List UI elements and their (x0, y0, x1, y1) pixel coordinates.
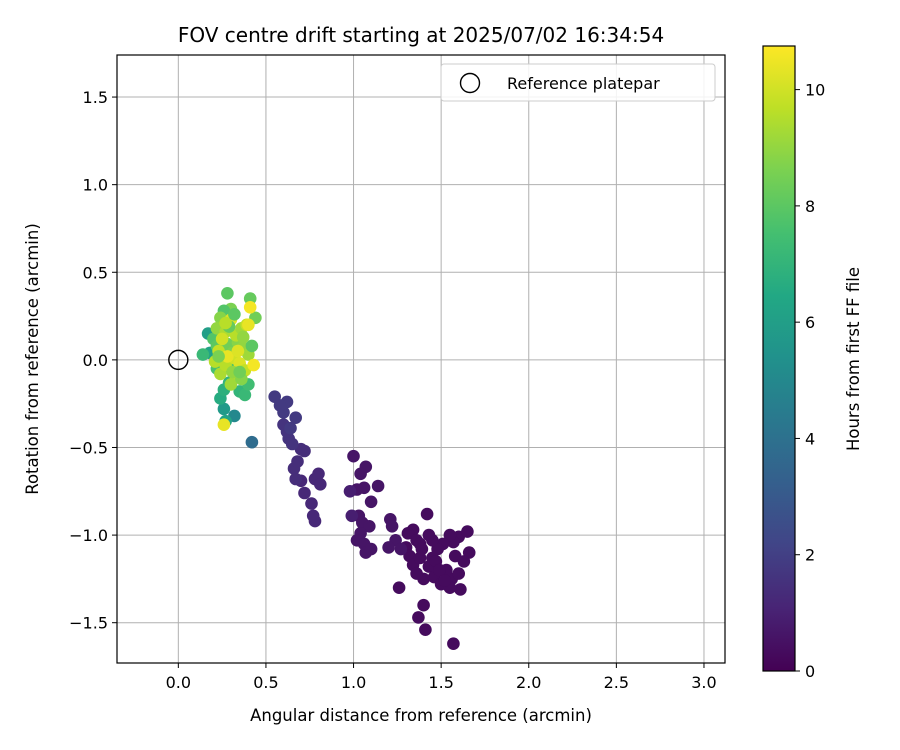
data-point (447, 637, 460, 650)
legend-marker-reference (459, 72, 481, 94)
data-point (392, 581, 406, 594)
x-tick-label: 2.5 (604, 673, 629, 692)
x-axis-label: Angular distance from reference (arcmin) (250, 706, 592, 725)
x-tick-label: 3.0 (691, 673, 716, 692)
colorbar-tick-label: 2 (805, 546, 815, 565)
colorbar-tick-label: 8 (805, 197, 815, 216)
colorbar: 0 2 4 6 8 10 Hours from first FF file (762, 45, 863, 681)
data-point (452, 567, 466, 580)
data-point (289, 472, 303, 486)
y-tick-label: 0.5 (83, 263, 108, 282)
data-point (422, 528, 436, 542)
y-axis-label: Rotation from reference (arcmin) (23, 223, 42, 495)
data-point (347, 449, 360, 463)
colorbar-gradient (762, 45, 796, 672)
data-point (245, 435, 259, 449)
data-point (433, 563, 446, 577)
data-point (231, 344, 245, 358)
y-tick-label: 0.0 (83, 351, 108, 370)
x-tick-label: 1.5 (428, 673, 453, 692)
data-point (401, 527, 415, 540)
data-point (394, 542, 408, 556)
data-point (243, 292, 257, 305)
legend-label-reference: Reference platepar (507, 74, 660, 93)
data-point (212, 350, 225, 363)
x-tick-label: 1.0 (341, 673, 366, 692)
data-point (364, 495, 378, 509)
colorbar-tick-label: 4 (805, 429, 815, 448)
data-point (385, 520, 399, 533)
reference-marker-layer (168, 349, 189, 371)
data-point (219, 316, 232, 330)
data-point (457, 555, 471, 568)
grid (117, 55, 725, 663)
colorbar-ticks: 0 2 4 6 8 10 (795, 81, 825, 681)
data-point (245, 339, 259, 353)
data-point (343, 485, 357, 498)
scatter-points (196, 287, 476, 650)
data-point (233, 365, 246, 379)
data-point (224, 378, 238, 391)
x-tick-label: 2.0 (516, 673, 541, 692)
y-tick-label: −1.5 (69, 614, 108, 633)
data-point (306, 509, 320, 523)
data-point (238, 388, 252, 402)
colorbar-tick-label: 10 (805, 81, 825, 100)
colorbar-label: Hours from first FF file (844, 267, 863, 451)
data-point (243, 301, 257, 314)
data-point (305, 497, 318, 510)
data-point (454, 583, 467, 596)
colorbar-tick-label: 6 (805, 313, 815, 332)
data-point (410, 567, 423, 580)
data-point (273, 399, 287, 412)
data-point (228, 308, 241, 321)
data-point (412, 611, 425, 624)
y-tick-label: −1.0 (69, 526, 108, 545)
data-point (217, 418, 231, 432)
data-point (461, 525, 474, 538)
reference-platepar-marker (168, 349, 189, 371)
x-tick-label: 0.5 (253, 673, 278, 692)
data-point (364, 542, 378, 556)
data-point (217, 402, 231, 416)
data-point (284, 421, 297, 435)
data-point (236, 330, 250, 344)
data-point (420, 507, 434, 521)
y-axis-ticks: −1.5 −1.0 −0.5 0.0 0.5 1.0 1.5 (69, 88, 117, 633)
data-point (215, 332, 229, 346)
y-tick-label: −0.5 (69, 438, 108, 457)
colorbar-tick-label: 0 (805, 662, 815, 681)
data-point (291, 455, 304, 468)
data-point (438, 574, 452, 587)
plot-frame (116, 54, 726, 664)
data-point (289, 411, 303, 425)
data-point (371, 479, 385, 493)
data-point (419, 623, 432, 636)
data-point (312, 467, 325, 481)
data-point (221, 287, 234, 300)
data-point (314, 478, 327, 491)
data-point (417, 598, 430, 612)
legend: Reference platepar (440, 63, 716, 102)
data-point (363, 520, 376, 533)
chart-title: FOV centre drift starting at 2025/07/02 … (178, 23, 664, 47)
y-tick-label: 1.5 (83, 88, 108, 107)
data-point (354, 467, 367, 481)
data-point (298, 486, 311, 500)
data-point (415, 542, 429, 556)
legend-box (440, 63, 716, 102)
y-tick-label: 1.0 (83, 176, 108, 195)
data-point (247, 358, 260, 372)
data-point (382, 541, 395, 554)
data-point (443, 528, 457, 542)
data-point (242, 318, 255, 332)
data-point (221, 350, 234, 363)
x-axis-ticks: 0.0 0.5 1.0 1.5 2.0 2.5 3.0 (166, 663, 717, 692)
data-point (345, 509, 359, 523)
data-point (196, 348, 210, 361)
x-tick-label: 0.0 (166, 673, 191, 692)
